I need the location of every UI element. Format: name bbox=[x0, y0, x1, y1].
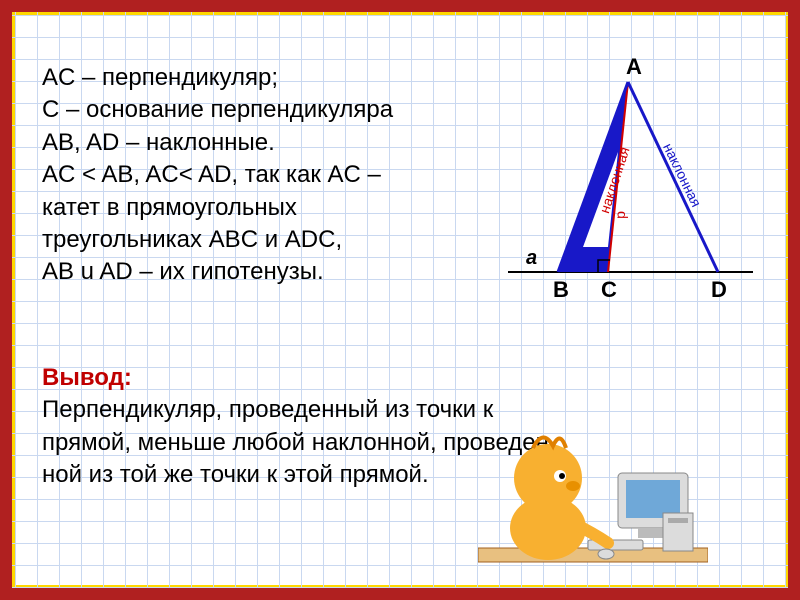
cartoon-nose bbox=[566, 481, 580, 491]
text-line: AC – перпендикуляр; bbox=[42, 62, 522, 94]
slide-frame: AC – перпендикуляр; C – основание перпен… bbox=[0, 0, 800, 600]
conclusion-title: Вывод: bbox=[42, 362, 782, 394]
mouse bbox=[598, 549, 614, 559]
drive-slot bbox=[668, 518, 688, 523]
label-B: B bbox=[553, 277, 569, 303]
text-line: катет в прямоугольных bbox=[42, 192, 522, 224]
text-line: AB u AD – их гипотенузы. bbox=[42, 256, 522, 288]
cartoon-head bbox=[514, 444, 582, 512]
text-line: AC < AB, AC< AD, так как AC – bbox=[42, 159, 522, 191]
line-ad bbox=[628, 82, 718, 272]
text-line: треугольниках ABC и ADC, bbox=[42, 224, 522, 256]
cartoon-pupil bbox=[559, 473, 565, 479]
text-line: AB, AD – наклонные. bbox=[42, 127, 522, 159]
diagram-svg bbox=[498, 72, 758, 312]
label-A: A bbox=[626, 54, 642, 80]
label-perpendicular: р bbox=[612, 211, 628, 219]
label-C: C bbox=[601, 277, 617, 303]
label-line-a: a bbox=[526, 247, 537, 270]
main-text: AC – перпендикуляр; C – основание перпен… bbox=[42, 62, 522, 289]
geometry-diagram: A B C D a наклонная р наклонная bbox=[498, 72, 758, 312]
monitor-screen bbox=[626, 480, 680, 518]
cartoon-icon bbox=[478, 418, 708, 578]
text-line: C – основание перпендикуляра bbox=[42, 94, 522, 126]
label-D: D bbox=[711, 277, 727, 303]
content-area: AC – перпендикуляр; C – основание перпен… bbox=[12, 12, 788, 588]
